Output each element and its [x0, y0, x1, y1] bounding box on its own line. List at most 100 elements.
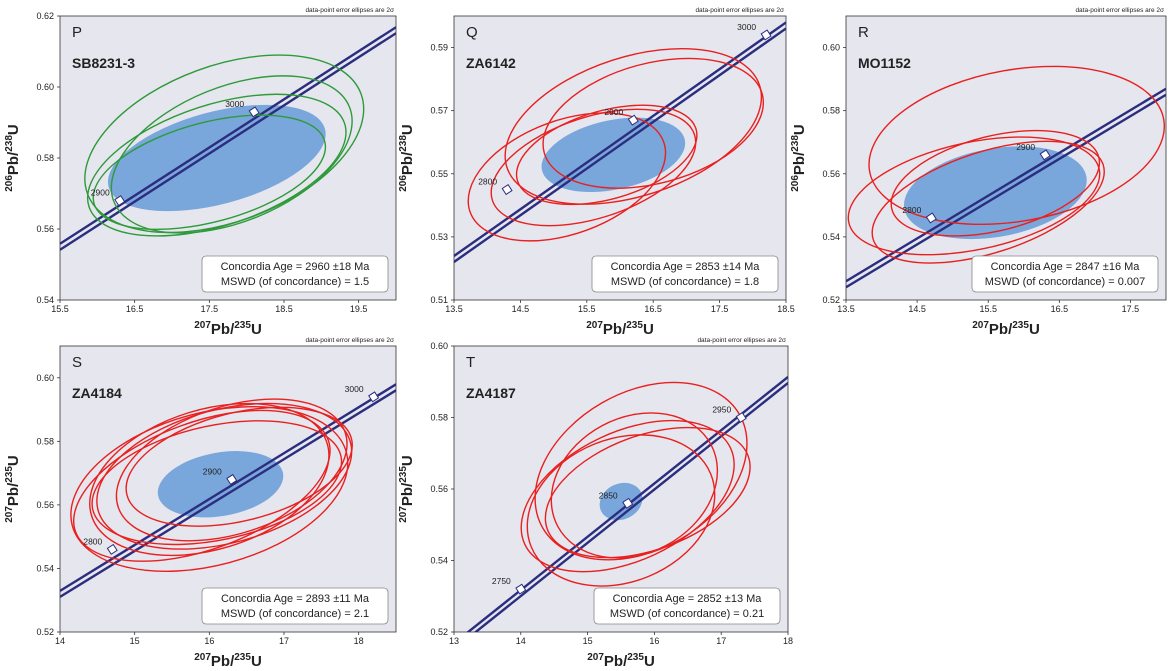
error-ellipse-1	[868, 65, 1166, 226]
age-label-2800: 2800	[478, 177, 497, 187]
y-tick-label: 0.60	[430, 341, 448, 351]
mswd-text: MSWD (of concordance) = 0.21	[610, 608, 764, 620]
error-ellipse-5	[515, 104, 698, 206]
plot-content	[60, 383, 396, 598]
x-tick-label: 19.5	[350, 304, 368, 314]
concordia-age-text: Concordia Age = 2847 ±16 Ma	[991, 261, 1141, 273]
y-tick-label: 0.57	[430, 106, 448, 116]
concordia-age-ellipse	[541, 117, 686, 193]
ellipse-note: data-point error ellipses are 2σ	[697, 337, 786, 344]
age-marker-3000	[248, 106, 260, 118]
y-axis-label: 207Pb/235U	[4, 455, 22, 523]
sample-name: ZA4184	[72, 385, 122, 401]
panel-p: 2900 3000 15.5 16.5 17.5 18.5 19.5 0.54 0.56 0.58…	[4, 7, 397, 338]
error-ellipse-2	[86, 93, 347, 237]
age-label-2900: 2900	[1016, 142, 1035, 152]
panel-q: 2800 2900 3000 13.5 14.5 15.5 16.5 17.5 18.5 0.51…	[398, 7, 795, 338]
panel-letter: R	[858, 24, 869, 41]
error-ellipse-4	[467, 112, 667, 242]
mswd-text: MSWD (of concordance) = 1.8	[611, 276, 759, 288]
error-ellipse-5	[73, 409, 331, 562]
y-axis-label: 206Pb/238U	[790, 124, 808, 192]
panel-letter: P	[72, 24, 82, 41]
concordia-age-text: Concordia Age = 2853 ±14 Ma	[611, 261, 761, 273]
y-tick-label: 0.58	[36, 153, 54, 163]
age-label-3000: 3000	[345, 384, 364, 394]
concordia-line-lower	[473, 382, 788, 632]
age-marker-2800	[501, 184, 513, 196]
sample-name: SB8231-3	[72, 55, 135, 71]
x-tick-label: 17	[279, 636, 289, 646]
sample-name: ZA4187	[466, 385, 516, 401]
y-tick-label: 0.60	[36, 82, 54, 92]
x-tick-label: 17.5	[1122, 304, 1140, 314]
panel-letter: Q	[466, 24, 478, 41]
age-marker-2900	[1039, 149, 1051, 161]
panel-letter: S	[72, 354, 82, 371]
plot-content	[466, 376, 788, 632]
error-ellipse-4	[91, 420, 343, 546]
error-ellipse-3	[490, 108, 697, 227]
sample-name: MO1152	[858, 55, 911, 71]
x-tick-label: 14.5	[512, 304, 530, 314]
x-tick-label: 15	[130, 636, 140, 646]
error-ellipse-3	[871, 140, 1105, 264]
error-ellipse-2	[542, 57, 765, 189]
y-tick-label: 0.52	[430, 627, 448, 637]
age-marker-2850	[622, 497, 634, 509]
panel-r: 2800 2900 13.5 14.5 15.5 16.5 17.5 0.52 0.54 0.56…	[790, 7, 1167, 338]
x-tick-label: 17	[716, 636, 726, 646]
y-tick-label: 0.56	[36, 500, 54, 510]
y-tick-label: 0.59	[430, 43, 448, 53]
x-tick-label: 16	[204, 636, 214, 646]
mswd-text: MSWD (of concordance) = 1.5	[221, 276, 369, 288]
x-tick-label: 17.5	[201, 304, 219, 314]
ellipse-note: data-point error ellipses are 2σ	[305, 337, 394, 344]
panel-letter: T	[466, 354, 475, 371]
age-marker-2800	[925, 212, 937, 224]
y-tick-label: 0.53	[430, 232, 448, 242]
ellipse-note: data-point error ellipses are 2σ	[1075, 7, 1164, 14]
age-marker-2950	[735, 411, 747, 424]
concordia-line-upper	[60, 26, 396, 245]
plot-content	[454, 21, 786, 263]
x-axis-label: 207Pb/235U	[972, 320, 1040, 338]
x-tick-label: 18	[354, 636, 364, 646]
x-axis-label: 207Pb/235U	[194, 652, 262, 670]
y-tick-label: 0.56	[430, 484, 448, 494]
y-tick-label: 0.54	[430, 556, 448, 566]
y-axis-label: 206Pb/238U	[4, 124, 22, 192]
y-tick-label: 0.60	[36, 373, 54, 383]
age-label-2850: 2850	[599, 490, 618, 500]
error-ellipse-3	[110, 75, 353, 234]
x-tick-label: 14	[55, 636, 65, 646]
y-tick-label: 0.54	[36, 295, 54, 305]
result-box	[201, 255, 389, 293]
age-label-2950: 2950	[712, 405, 731, 415]
y-tick-label: 0.56	[822, 169, 840, 179]
plot-content	[846, 65, 1166, 289]
concordia-age-text: Concordia Age = 2852 ±13 Ma	[613, 593, 763, 605]
y-tick-label: 0.56	[36, 224, 54, 234]
x-tick-label: 15	[583, 636, 593, 646]
concordia-age-text: Concordia Age = 2960 ±18 Ma	[221, 261, 371, 273]
result-box	[201, 587, 389, 625]
y-tick-label: 0.58	[822, 106, 840, 116]
x-tick-label: 14	[516, 636, 526, 646]
error-ellipse-6	[125, 406, 353, 527]
age-label-2800: 2800	[83, 536, 102, 546]
y-tick-label: 0.58	[36, 436, 54, 446]
y-tick-label: 0.54	[36, 563, 54, 573]
x-tick-label: 13	[449, 636, 459, 646]
y-tick-label: 0.60	[822, 43, 840, 53]
x-tick-label: 15.5	[979, 304, 997, 314]
age-label-2900: 2900	[604, 107, 623, 117]
x-tick-label: 16.5	[644, 304, 662, 314]
sample-name: ZA6142	[466, 55, 516, 71]
age-marker-3000	[760, 29, 772, 41]
x-axis-label: 207Pb/235U	[587, 652, 655, 670]
error-ellipse-4	[890, 129, 1101, 237]
age-marker-3000	[368, 391, 380, 403]
y-tick-label: 0.51	[430, 295, 448, 305]
